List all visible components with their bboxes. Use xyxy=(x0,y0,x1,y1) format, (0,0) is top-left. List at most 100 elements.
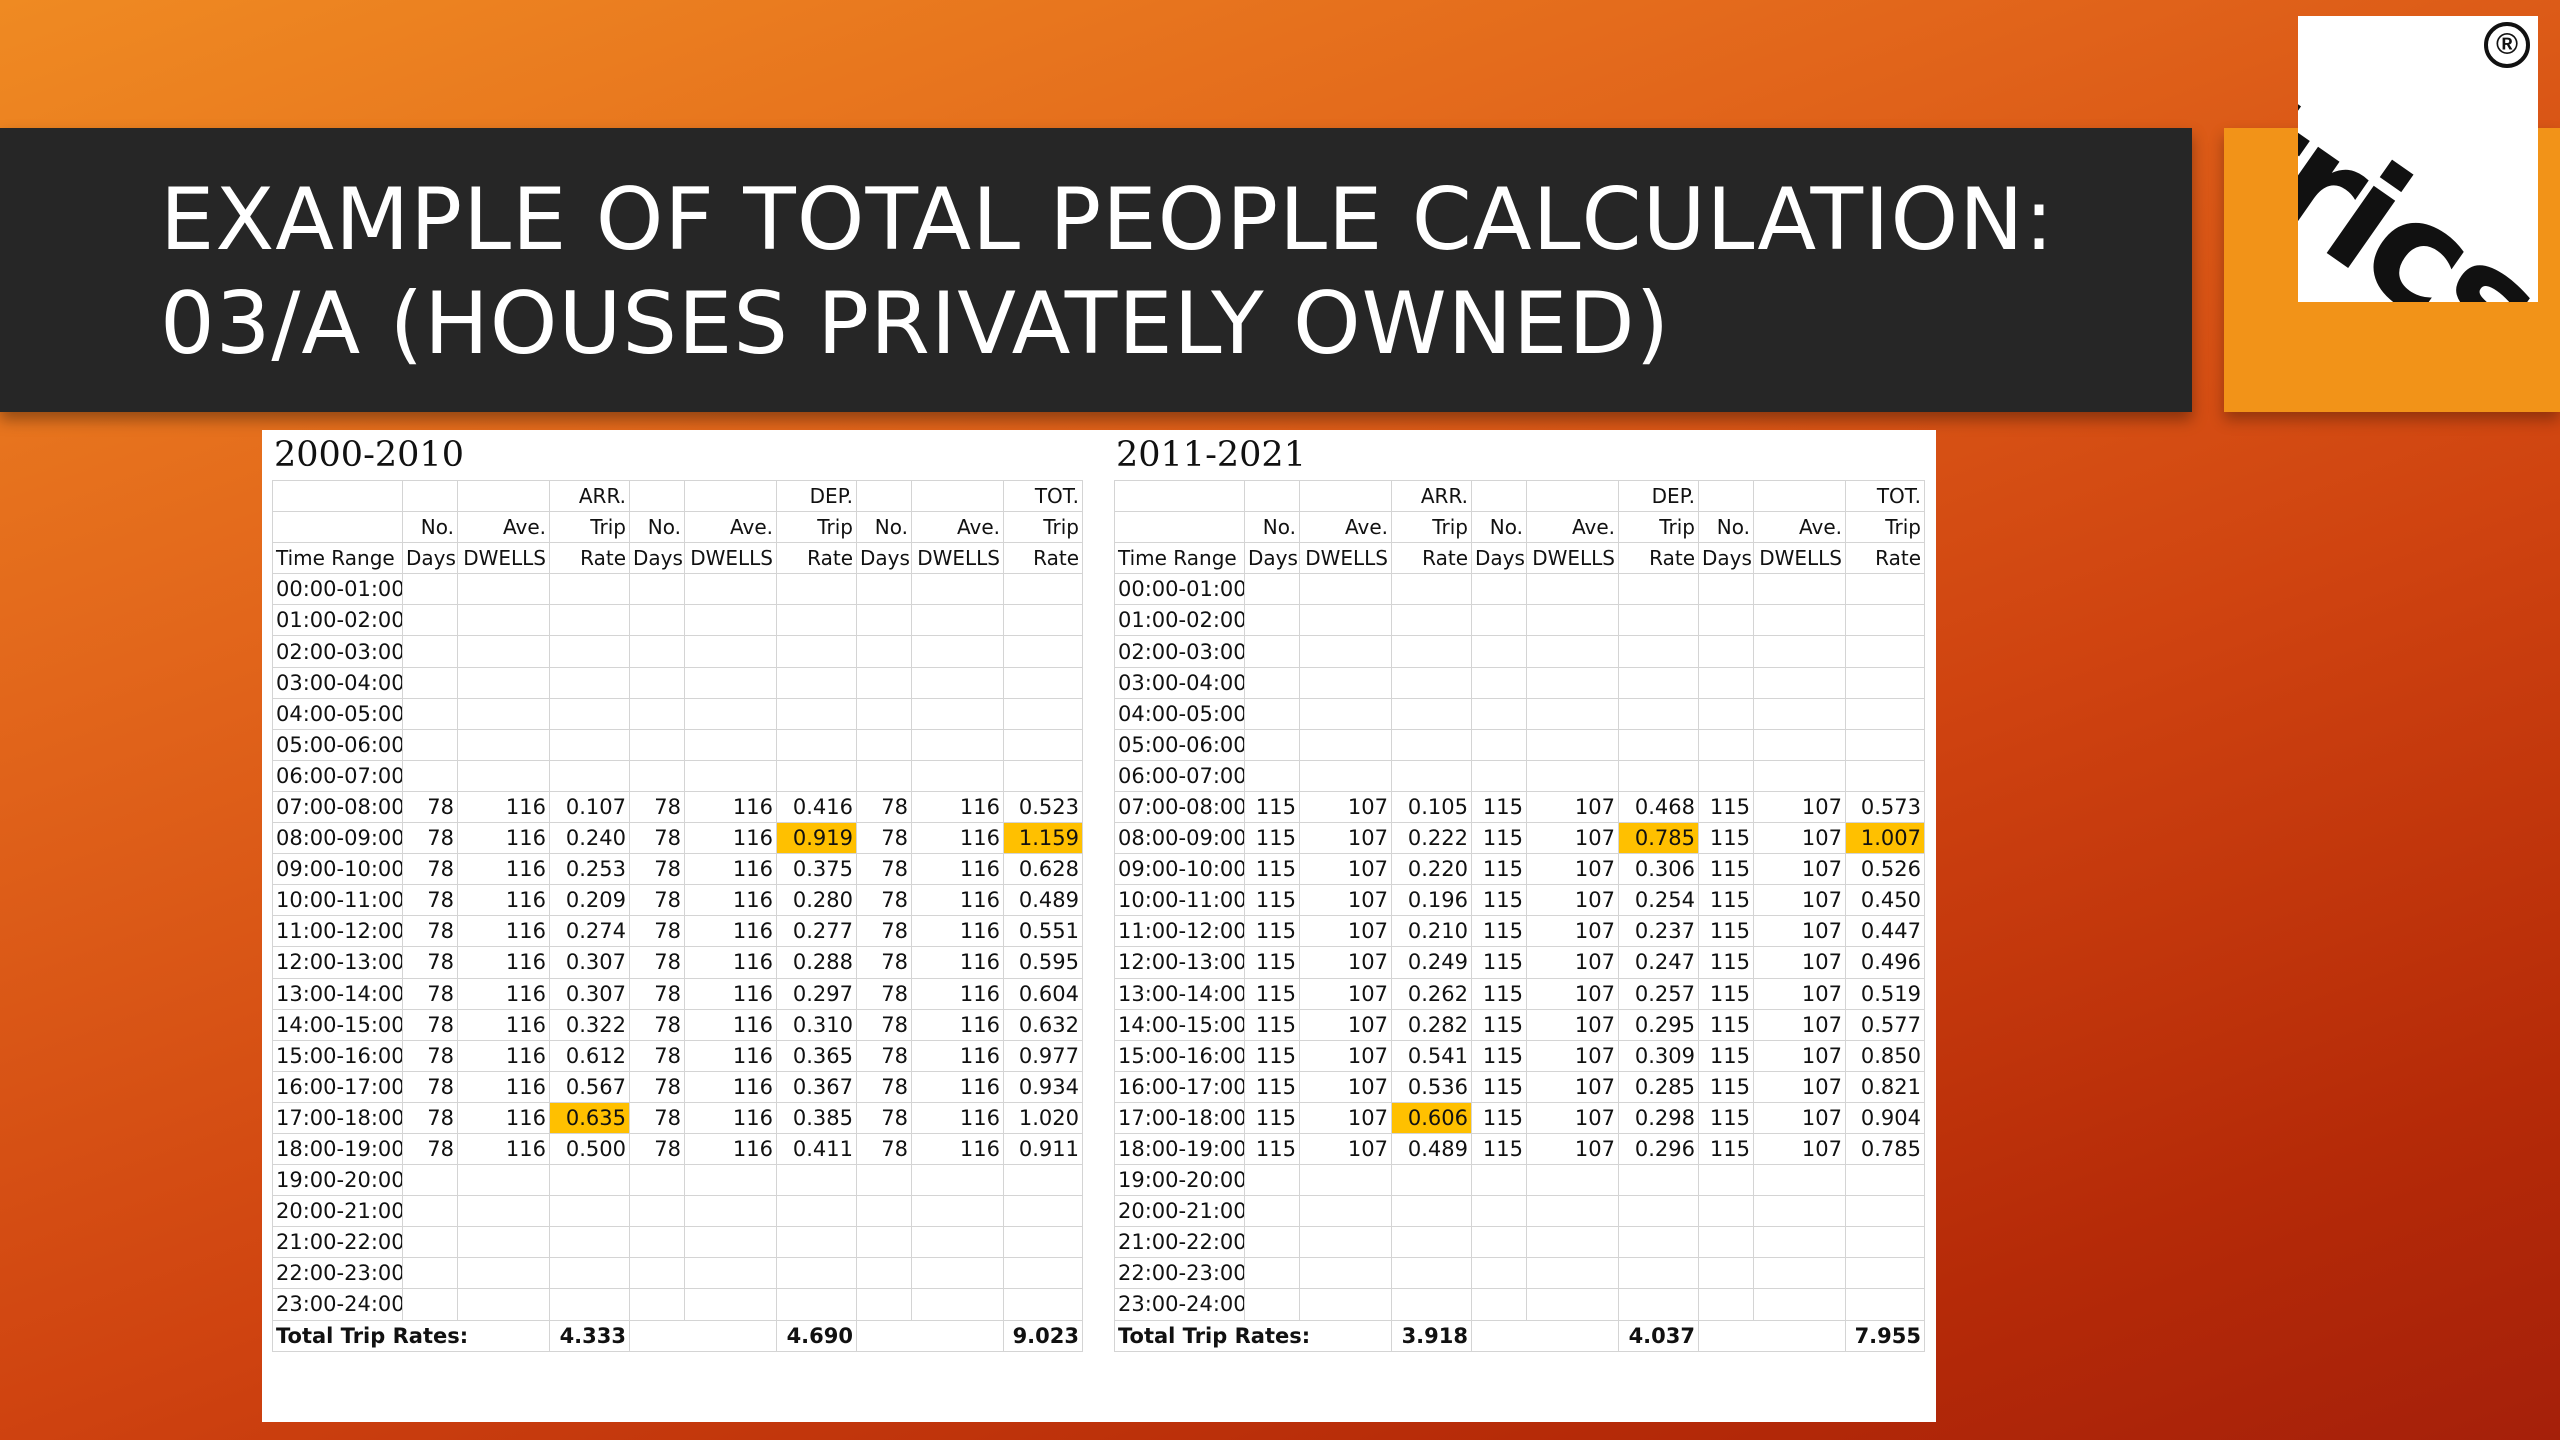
value-cell: 115 xyxy=(1244,1039,1300,1072)
value-cell xyxy=(684,1164,777,1197)
value-cell: 115 xyxy=(1698,915,1754,948)
value-cell xyxy=(1845,666,1925,699)
value-cell xyxy=(1618,1226,1699,1259)
value-cell: 0.536 xyxy=(1391,1070,1472,1103)
value-cell xyxy=(776,1257,857,1290)
value-cell xyxy=(856,1195,912,1228)
value-cell: 0.411 xyxy=(776,1132,857,1166)
value-cell: 0.612 xyxy=(549,1039,630,1072)
value-cell xyxy=(1471,1226,1527,1259)
header-cell xyxy=(1114,511,1245,544)
value-cell: 78 xyxy=(629,884,685,917)
value-cell: 0.416 xyxy=(776,790,857,824)
value-cell xyxy=(1244,1226,1300,1259)
value-cell: 0.977 xyxy=(1003,1039,1083,1072)
table-row: 18:00-19:00 78 116 0.500 78 116 0.411 78 116 0.91… xyxy=(272,1132,1083,1166)
title-line-2: 03/A (HOUSES PRIVATELY OWNED) xyxy=(160,274,1671,374)
value-cell xyxy=(457,1195,550,1228)
value-cell xyxy=(1698,666,1754,699)
value-cell: 115 xyxy=(1471,1070,1527,1103)
value-cell xyxy=(1618,697,1699,730)
value-cell: 0.107 xyxy=(549,790,630,824)
table-row: 05:00-06:00 xyxy=(272,728,1083,761)
value-cell: 116 xyxy=(684,915,777,948)
header-cell: DEP. xyxy=(1618,479,1699,513)
value-cell: 1.159 xyxy=(1003,822,1083,855)
value-cell xyxy=(402,728,458,761)
value-cell: 78 xyxy=(856,884,912,917)
table-row: 22:00-23:00 xyxy=(272,1257,1083,1290)
value-cell: 115 xyxy=(1698,1070,1754,1103)
time-range-cell: 21:00-22:00 xyxy=(1114,1226,1245,1259)
value-cell xyxy=(402,573,458,606)
value-cell xyxy=(1299,728,1392,761)
value-cell: 115 xyxy=(1244,790,1300,824)
value-cell xyxy=(1845,1195,1925,1228)
value-cell: 78 xyxy=(856,822,912,855)
period-label: 2000-2010 xyxy=(274,435,464,475)
trics-logo: trics ® xyxy=(2298,16,2538,302)
value-cell: 115 xyxy=(1698,853,1754,886)
table-row: 23:00-24:00 xyxy=(1114,1288,1925,1321)
value-cell: 0.911 xyxy=(1003,1132,1083,1166)
value-cell: 0.489 xyxy=(1003,884,1083,917)
value-cell xyxy=(1003,1257,1083,1290)
value-cell: 0.309 xyxy=(1618,1039,1699,1072)
value-cell xyxy=(402,1195,458,1228)
value-cell: 0.541 xyxy=(1391,1039,1472,1072)
value-cell: 0.551 xyxy=(1003,915,1083,948)
header-cell: Ave. xyxy=(1526,511,1619,544)
value-cell: 78 xyxy=(402,1101,458,1134)
table-row: 15:00-16:00 78 116 0.612 78 116 0.365 78 116 0.97… xyxy=(272,1039,1083,1072)
value-cell: 0.307 xyxy=(549,946,630,979)
value-cell: 115 xyxy=(1698,1132,1754,1166)
value-cell xyxy=(1391,1226,1472,1259)
value-cell: 0.447 xyxy=(1845,915,1925,948)
value-cell xyxy=(776,728,857,761)
value-cell xyxy=(1299,604,1392,637)
time-range-cell: 23:00-24:00 xyxy=(272,1288,403,1321)
value-cell xyxy=(856,1257,912,1290)
value-cell: 115 xyxy=(1698,822,1754,855)
value-cell xyxy=(1753,697,1846,730)
value-cell: 0.285 xyxy=(1618,1070,1699,1103)
time-range-cell: 18:00-19:00 xyxy=(272,1132,403,1166)
value-cell: 0.249 xyxy=(1391,946,1472,979)
table-row: 09:00-10:00 115 107 0.220 115 107 0.306 115 107 0… xyxy=(1114,853,1925,886)
value-cell xyxy=(1526,635,1619,668)
value-cell xyxy=(549,604,630,637)
table-panel-2000-2010: 2000-2010 ARR. DEP. TOT. No. Ave. Trip No. Ave.… xyxy=(272,430,1083,1352)
value-cell: 0.468 xyxy=(1618,790,1699,824)
value-cell: 78 xyxy=(629,1039,685,1072)
value-cell: 107 xyxy=(1299,946,1392,979)
value-cell xyxy=(457,1164,550,1197)
header-cell: Trip xyxy=(1618,511,1699,544)
value-cell: 116 xyxy=(911,977,1004,1010)
value-cell: 116 xyxy=(457,1132,550,1166)
value-cell: 116 xyxy=(457,946,550,979)
time-range-cell: 11:00-12:00 xyxy=(272,915,403,948)
value-cell: 116 xyxy=(911,1132,1004,1166)
value-cell: 116 xyxy=(457,822,550,855)
header-cell: Days xyxy=(629,542,685,575)
value-cell xyxy=(1618,666,1699,699)
value-cell: 107 xyxy=(1753,884,1846,917)
value-cell xyxy=(629,1195,685,1228)
value-cell xyxy=(1244,1257,1300,1290)
value-cell: 0.367 xyxy=(776,1070,857,1103)
value-cell xyxy=(856,1164,912,1197)
header-cell xyxy=(1753,479,1846,513)
header-cell: No. xyxy=(856,511,912,544)
time-range-cell: 17:00-18:00 xyxy=(272,1101,403,1134)
value-cell xyxy=(1003,1288,1083,1321)
value-cell xyxy=(911,1288,1004,1321)
value-cell: 0.606 xyxy=(1391,1101,1472,1134)
value-cell: 116 xyxy=(911,1101,1004,1134)
value-cell xyxy=(1845,1226,1925,1259)
time-range-cell: 04:00-05:00 xyxy=(272,697,403,730)
value-cell xyxy=(684,666,777,699)
table-row: 15:00-16:00 115 107 0.541 115 107 0.309 115 107 0… xyxy=(1114,1039,1925,1072)
header-cell: Days xyxy=(856,542,912,575)
header-cell xyxy=(457,479,550,513)
value-cell: 116 xyxy=(684,1132,777,1166)
